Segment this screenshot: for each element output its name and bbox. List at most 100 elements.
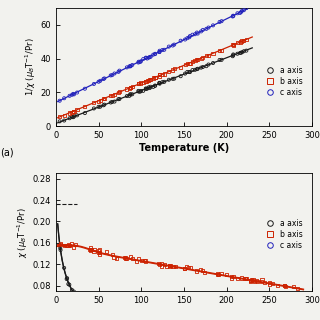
Legend: a axis, b axis, c axis: a axis, b axis, c axis (259, 63, 306, 100)
Point (64, 276, 69, 282)
Point (170, 43, 175, 48)
Point (139, 258, 144, 263)
Point (82, 104, 87, 109)
Point (195, 66, 200, 71)
Y-axis label: $\chi$ ($\mu_B$T$^{-1}$/Pr): $\chi$ ($\mu_B$T$^{-1}$/Pr) (15, 207, 30, 258)
Point (98, 104, 103, 109)
Point (130, 92, 135, 97)
Point (102, 76, 107, 81)
Point (141, 88, 146, 93)
Point (206, 25, 211, 30)
Point (122, 255, 127, 260)
Point (162, 262, 167, 267)
Point (62, 113, 67, 118)
Point (117, 96, 122, 101)
Point (134, 315, 139, 320)
Point (69, 115, 75, 120)
Point (91, 106, 96, 111)
Point (111, 315, 116, 320)
Point (178, 38, 183, 43)
Point (204, 64, 209, 69)
Point (65, 276, 70, 281)
Point (167, 318, 172, 320)
Point (200, 268, 205, 273)
Point (241, 49, 246, 54)
Point (186, 265, 191, 270)
Point (136, 81, 141, 86)
Point (157, 72, 162, 77)
Point (143, 79, 148, 84)
Point (182, 266, 187, 271)
Point (164, 319, 169, 320)
Point (82, 110, 87, 116)
Point (88, 245, 93, 250)
Point (198, 55, 204, 60)
Point (145, 56, 150, 61)
Point (237, 11, 243, 16)
Point (69, 241, 75, 246)
Point (166, 44, 172, 49)
Point (238, 10, 244, 15)
Point (142, 317, 147, 320)
Point (252, 319, 257, 320)
Point (249, 277, 254, 282)
Point (71, 289, 76, 294)
Point (69, 110, 75, 116)
Point (130, 84, 135, 89)
Point (194, 57, 199, 62)
Point (130, 62, 135, 68)
Point (182, 71, 188, 76)
Point (244, 48, 249, 53)
Point (134, 259, 139, 264)
Point (231, 52, 236, 57)
Point (112, 71, 117, 76)
Point (117, 68, 122, 73)
Point (217, 20, 222, 25)
Point (160, 80, 165, 85)
Point (148, 84, 153, 89)
Point (88, 303, 93, 308)
Point (182, 266, 188, 271)
Point (239, 38, 244, 43)
Point (128, 64, 133, 69)
Point (235, 40, 240, 45)
Point (96, 250, 101, 255)
Point (167, 263, 172, 268)
Point (110, 73, 115, 78)
Point (204, 53, 209, 58)
Point (71, 115, 76, 120)
Point (143, 55, 148, 60)
Point (295, 286, 300, 291)
Point (67, 93, 72, 98)
Point (128, 64, 133, 69)
Point (57, 114, 62, 119)
Point (141, 57, 146, 62)
Point (67, 116, 72, 121)
Point (198, 267, 203, 272)
Point (267, 280, 272, 285)
Point (248, 279, 253, 284)
Point (136, 60, 141, 65)
Point (92, 249, 97, 254)
Point (61, 243, 67, 248)
X-axis label: Temperature (K): Temperature (K) (139, 143, 229, 153)
Point (96, 310, 101, 315)
Point (167, 264, 172, 269)
Point (128, 85, 133, 90)
Point (156, 261, 161, 266)
Point (138, 59, 143, 64)
Point (198, 29, 204, 34)
Point (71, 109, 76, 114)
Point (187, 35, 192, 40)
Point (96, 79, 101, 84)
Point (188, 34, 193, 39)
Point (202, 270, 207, 275)
Point (157, 74, 162, 79)
Point (243, 276, 248, 281)
Point (170, 68, 175, 73)
Point (139, 319, 144, 320)
Point (57, 119, 62, 124)
Point (190, 68, 195, 73)
Point (114, 256, 119, 261)
Point (231, 13, 236, 19)
